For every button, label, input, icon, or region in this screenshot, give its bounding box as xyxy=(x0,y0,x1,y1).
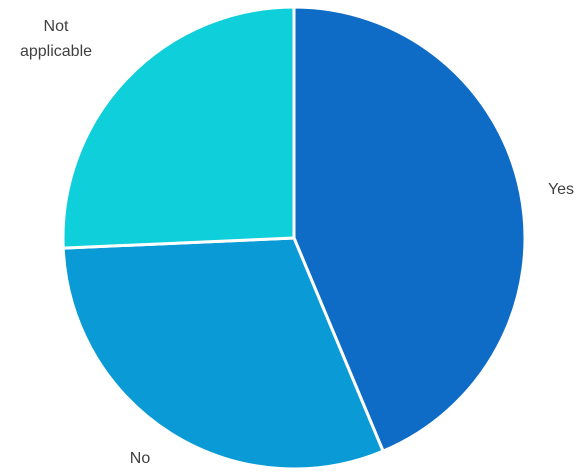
slice-label-yes: Yes xyxy=(548,181,574,198)
pie-slices xyxy=(61,5,527,471)
slice-label-not-applicable: Not applicable xyxy=(20,18,92,60)
pie-slice-yes xyxy=(292,5,527,453)
pie-labels: Yes No Not applicable xyxy=(20,18,574,467)
slice-label-no: No xyxy=(130,450,151,467)
pie-slice-not-applicable xyxy=(61,5,296,250)
pie-slice-no xyxy=(61,236,385,471)
